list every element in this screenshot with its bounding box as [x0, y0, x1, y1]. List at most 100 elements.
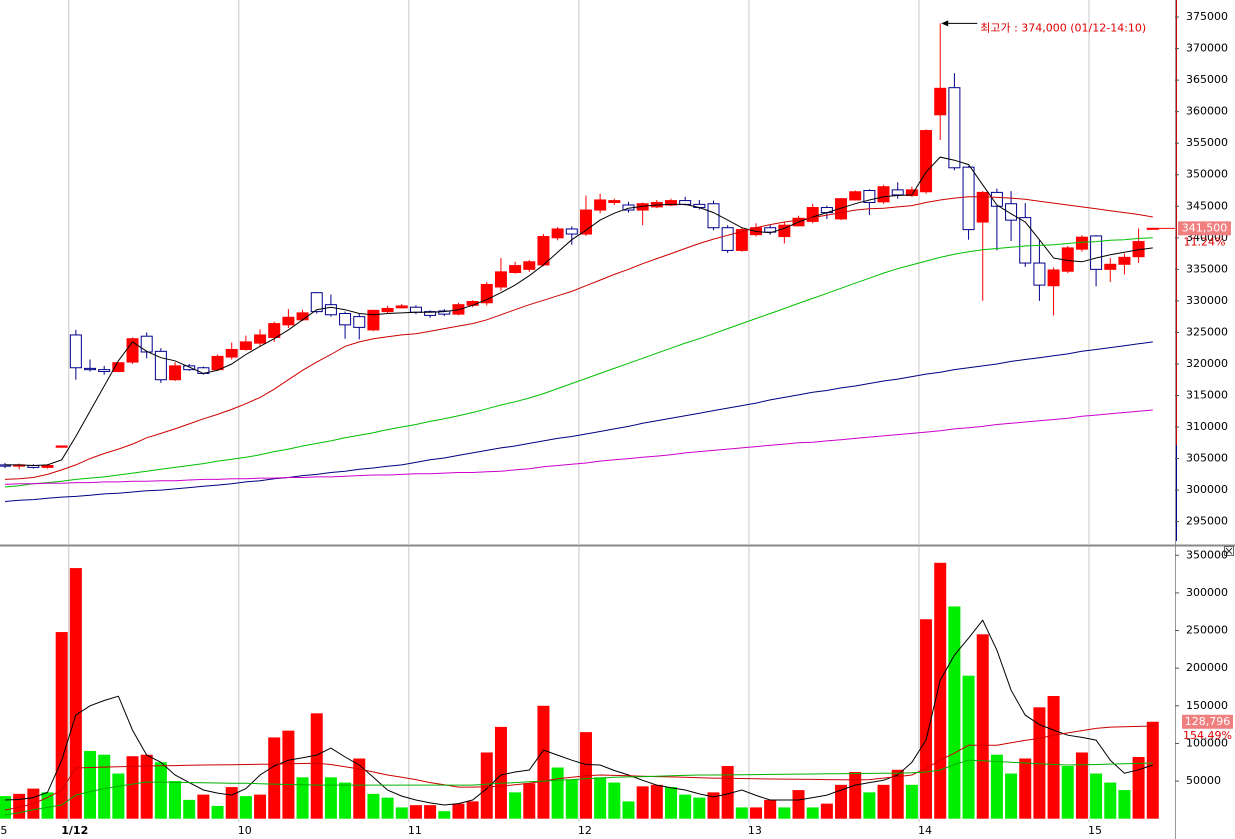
volume-bar — [296, 777, 309, 819]
volume-bar — [197, 794, 210, 819]
candle-body — [310, 292, 323, 313]
y-tick-label: 360000 — [1186, 105, 1228, 118]
volume-bar — [395, 807, 408, 819]
volume-bar — [480, 752, 493, 819]
candle-body — [126, 338, 139, 363]
candle-body — [565, 228, 578, 235]
volume-bar — [565, 779, 578, 819]
volume-bar — [1104, 782, 1117, 819]
volume-bar — [735, 807, 748, 819]
candle-body — [98, 369, 111, 373]
candle-body — [1019, 217, 1032, 264]
candle-body — [367, 309, 380, 331]
volume-bar — [721, 766, 734, 819]
candle-body — [934, 87, 947, 116]
volume-bar — [466, 801, 479, 819]
candle-body — [1005, 203, 1018, 221]
volume-bar — [211, 805, 224, 819]
candle-body — [1075, 236, 1088, 250]
candle-body — [537, 236, 550, 266]
moving-average-line — [4, 619, 1153, 806]
moving-average-line — [4, 759, 1153, 816]
volume-bar — [339, 782, 352, 819]
volume-bar — [990, 754, 1003, 819]
x-tick-label: 13 — [748, 824, 762, 837]
candle-body — [835, 198, 848, 220]
volume-bar — [225, 787, 238, 819]
volume-bar — [140, 754, 153, 819]
volume-bar — [764, 799, 777, 819]
volume-bar — [154, 762, 167, 819]
candle-body — [948, 87, 961, 169]
y-tick-label: 375000 — [1186, 10, 1228, 23]
volume-bar — [863, 792, 876, 819]
volume-bar — [0, 796, 11, 819]
last-change-label: 154.49% — [1183, 729, 1232, 742]
last-volume-label: 128,796 — [1185, 715, 1231, 728]
volume-bar — [551, 767, 564, 819]
close-button[interactable] — [1224, 546, 1234, 556]
x-tick-label: 12 — [578, 824, 592, 837]
y-tick-label: 300000 — [1186, 586, 1228, 599]
volume-bar — [835, 784, 848, 819]
x-tick-label: 11 — [408, 824, 422, 837]
y-tick-label: 300000 — [1186, 483, 1228, 496]
close-cross[interactable] — [1225, 547, 1233, 555]
y-tick-label: 315000 — [1186, 389, 1228, 402]
volume-bar — [594, 777, 607, 819]
volume-bar — [1061, 766, 1074, 819]
moving-average-line — [4, 409, 1153, 485]
candle-body — [353, 316, 366, 328]
volume-bar — [976, 634, 989, 819]
y-tick-label: 250000 — [1186, 624, 1228, 637]
candle-body — [183, 365, 196, 371]
candle-body — [424, 311, 437, 316]
candle-body — [806, 207, 819, 222]
candle-body — [1033, 262, 1046, 286]
candle-body — [1104, 263, 1117, 270]
volume-bar — [1033, 707, 1046, 819]
y-tick-label: 50000 — [1186, 774, 1221, 787]
volume-bar — [750, 807, 763, 819]
volume-bar — [112, 773, 125, 819]
candle-body — [849, 191, 862, 201]
candle-body — [409, 306, 422, 313]
candle-body — [69, 334, 82, 369]
candle-body — [679, 200, 692, 205]
annotation: 최고가 : 374,000 (01/12-14:10) — [980, 21, 1146, 34]
volume-bar — [84, 750, 97, 819]
volume-bar — [1132, 756, 1145, 819]
candle-body — [1118, 256, 1131, 265]
volume-bar — [310, 713, 323, 819]
volume-bar — [962, 675, 975, 819]
x-tick-label: 5 — [0, 824, 7, 837]
candle-body — [254, 334, 267, 344]
candle-body — [480, 283, 493, 304]
volume-bar — [707, 792, 720, 819]
candle-body — [778, 224, 791, 238]
volume-bar — [636, 786, 649, 819]
y-tick-label: 345000 — [1186, 199, 1228, 212]
y-tick-label: 100000 — [1186, 736, 1228, 749]
volume-bar — [537, 705, 550, 819]
y-tick-label: 335000 — [1186, 262, 1228, 275]
candle-body — [225, 348, 238, 358]
volume-bar — [324, 777, 337, 819]
y-tick-label: 150000 — [1186, 699, 1228, 712]
candle-body — [339, 313, 352, 326]
candle-body — [1047, 269, 1060, 287]
volume-bar — [509, 792, 522, 819]
last-price-box — [1178, 221, 1231, 236]
volume-bar — [126, 756, 139, 819]
candle-body — [296, 312, 309, 321]
candle-body — [509, 265, 522, 273]
y-tick-label: 330000 — [1186, 294, 1228, 307]
volume-bar — [268, 737, 281, 819]
last-change-label: 11.24% — [1184, 235, 1226, 248]
volume-bar — [254, 794, 267, 819]
volume-bar — [494, 726, 507, 819]
y-tick-label: 365000 — [1186, 73, 1228, 86]
